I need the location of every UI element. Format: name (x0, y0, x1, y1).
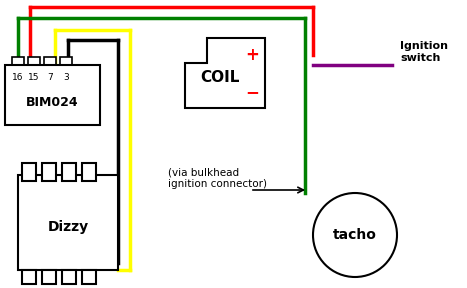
Bar (22, 163, 36, 181)
Text: 3: 3 (63, 73, 69, 82)
Text: 15: 15 (28, 73, 40, 82)
Bar (5, 65, 100, 125)
Text: −: − (245, 83, 259, 101)
Bar (42, 270, 56, 284)
Text: 7: 7 (47, 73, 53, 82)
Bar (62, 163, 76, 181)
Circle shape (313, 193, 397, 277)
Text: (via bulkhead
ignition connector): (via bulkhead ignition connector) (168, 167, 267, 189)
Bar (62, 270, 76, 284)
Text: Ignition
switch: Ignition switch (400, 41, 448, 63)
Bar (28, 57, 40, 67)
Text: +: + (245, 46, 259, 64)
Text: Dizzy: Dizzy (48, 221, 89, 234)
Bar (42, 163, 56, 181)
Text: COIL: COIL (200, 71, 240, 86)
Bar (22, 270, 36, 284)
Bar (18, 175, 118, 270)
Bar (44, 57, 56, 67)
Bar (60, 57, 72, 67)
Bar (82, 163, 96, 181)
Bar (12, 57, 24, 67)
Bar (82, 270, 96, 284)
Text: 16: 16 (12, 73, 24, 82)
Text: BIM024: BIM024 (26, 96, 79, 109)
Text: tacho: tacho (333, 228, 377, 242)
Polygon shape (185, 38, 265, 108)
